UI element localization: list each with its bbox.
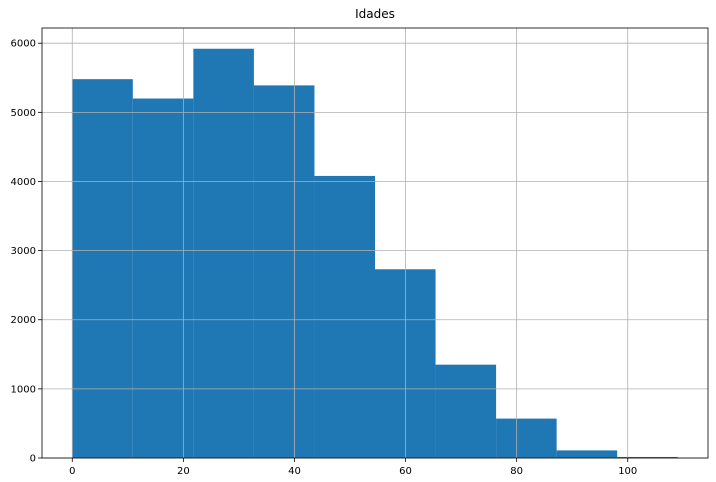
histogram-bar (314, 175, 375, 458)
y-tick-label: 0 (30, 454, 36, 465)
histogram-bar (193, 48, 254, 458)
x-tick-label: 0 (69, 466, 75, 477)
x-tick-label: 100 (618, 466, 637, 477)
x-tick-label: 40 (288, 466, 301, 477)
y-tick-label: 5000 (11, 108, 36, 119)
x-tick-label: 80 (510, 466, 523, 477)
histogram-bar (617, 456, 678, 458)
y-tick-label: 6000 (11, 39, 36, 50)
y-tick-label: 1000 (11, 384, 36, 395)
bars-layer (72, 48, 678, 459)
histogram-bar (556, 450, 618, 458)
x-tick-label: 20 (177, 466, 190, 477)
histogram-bar (132, 98, 194, 459)
y-tick-label: 2000 (11, 315, 36, 326)
histogram-bar (435, 364, 497, 458)
x-tick-label: 60 (399, 466, 412, 477)
chart-title: Idades (355, 7, 395, 21)
y-tick-label: 3000 (11, 246, 36, 257)
y-tick-label: 4000 (11, 177, 36, 188)
histogram-bar (496, 418, 557, 458)
histogram-bar (253, 85, 315, 458)
x-axis: 0 20 40 60 80 100 (69, 458, 637, 477)
grid-layer (42, 28, 708, 459)
y-axis: 0 1000 2000 3000 4000 5000 6000 (11, 39, 42, 465)
plot-frame (41, 27, 709, 459)
histogram-bar (72, 79, 133, 458)
